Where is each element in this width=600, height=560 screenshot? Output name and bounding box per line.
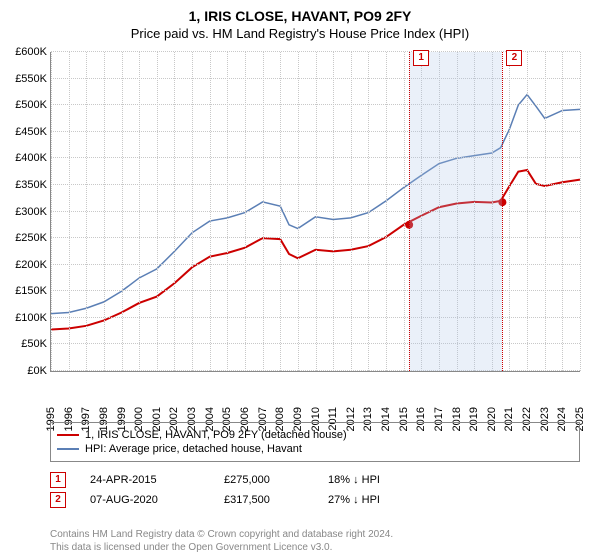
marker-table-row: 1 24-APR-2015 £275,000 18% ↓ HPI <box>50 472 580 488</box>
marker-table-badge: 1 <box>50 472 66 488</box>
shaded-band <box>409 52 502 371</box>
y-axis-tick: £50K <box>3 338 47 350</box>
y-axis-tick: £400K <box>3 152 47 164</box>
marker-delta: 27% ↓ HPI <box>328 494 380 506</box>
y-axis-tick: £550K <box>3 73 47 85</box>
y-axis-tick: £0K <box>3 365 47 377</box>
footnote-line: This data is licensed under the Open Gov… <box>50 541 580 554</box>
legend-swatch <box>57 434 79 436</box>
y-axis-tick: £450K <box>3 126 47 138</box>
marker-badge: 1 <box>413 50 429 66</box>
y-axis-tick: £350K <box>3 179 47 191</box>
marker-price: £275,000 <box>224 474 304 486</box>
y-axis-tick: £500K <box>3 99 47 111</box>
marker-badge: 2 <box>506 50 522 66</box>
marker-table: 1 24-APR-2015 £275,000 18% ↓ HPI 2 07-AUG-202… <box>50 468 580 512</box>
footnote-line: Contains HM Land Registry data © Crown c… <box>50 528 580 541</box>
marker-delta: 18% ↓ HPI <box>328 474 380 486</box>
y-axis-tick: £200K <box>3 259 47 271</box>
legend-item: 1, IRIS CLOSE, HAVANT, PO9 2FY (detached… <box>57 429 573 441</box>
legend-label: 1, IRIS CLOSE, HAVANT, PO9 2FY (detached… <box>85 429 347 441</box>
chart-plot-area: £0K£50K£100K£150K£200K£250K£300K£350K£40… <box>50 52 580 372</box>
legend-label: HPI: Average price, detached house, Hava… <box>85 443 302 455</box>
chart-container: { "title_main": "1, IRIS CLOSE, HAVANT, … <box>0 0 600 560</box>
marker-table-row: 2 07-AUG-2020 £317,500 27% ↓ HPI <box>50 492 580 508</box>
y-axis-tick: £150K <box>3 285 47 297</box>
y-axis-tick: £600K <box>3 46 47 58</box>
chart-title: 1, IRIS CLOSE, HAVANT, PO9 2FY <box>0 8 600 24</box>
y-axis-tick: £300K <box>3 206 47 218</box>
marker-line <box>502 52 503 371</box>
marker-date: 07-AUG-2020 <box>90 494 200 506</box>
chart-footnote: Contains HM Land Registry data © Crown c… <box>50 528 580 554</box>
marker-table-badge: 2 <box>50 492 66 508</box>
marker-line <box>409 52 410 371</box>
y-axis-tick: £250K <box>3 232 47 244</box>
legend-item: HPI: Average price, detached house, Hava… <box>57 443 573 455</box>
marker-price: £317,500 <box>224 494 304 506</box>
y-axis-tick: £100K <box>3 312 47 324</box>
chart-subtitle: Price paid vs. HM Land Registry's House … <box>0 26 600 41</box>
legend-swatch <box>57 448 79 450</box>
chart-legend: 1, IRIS CLOSE, HAVANT, PO9 2FY (detached… <box>50 422 580 462</box>
marker-date: 24-APR-2015 <box>90 474 200 486</box>
